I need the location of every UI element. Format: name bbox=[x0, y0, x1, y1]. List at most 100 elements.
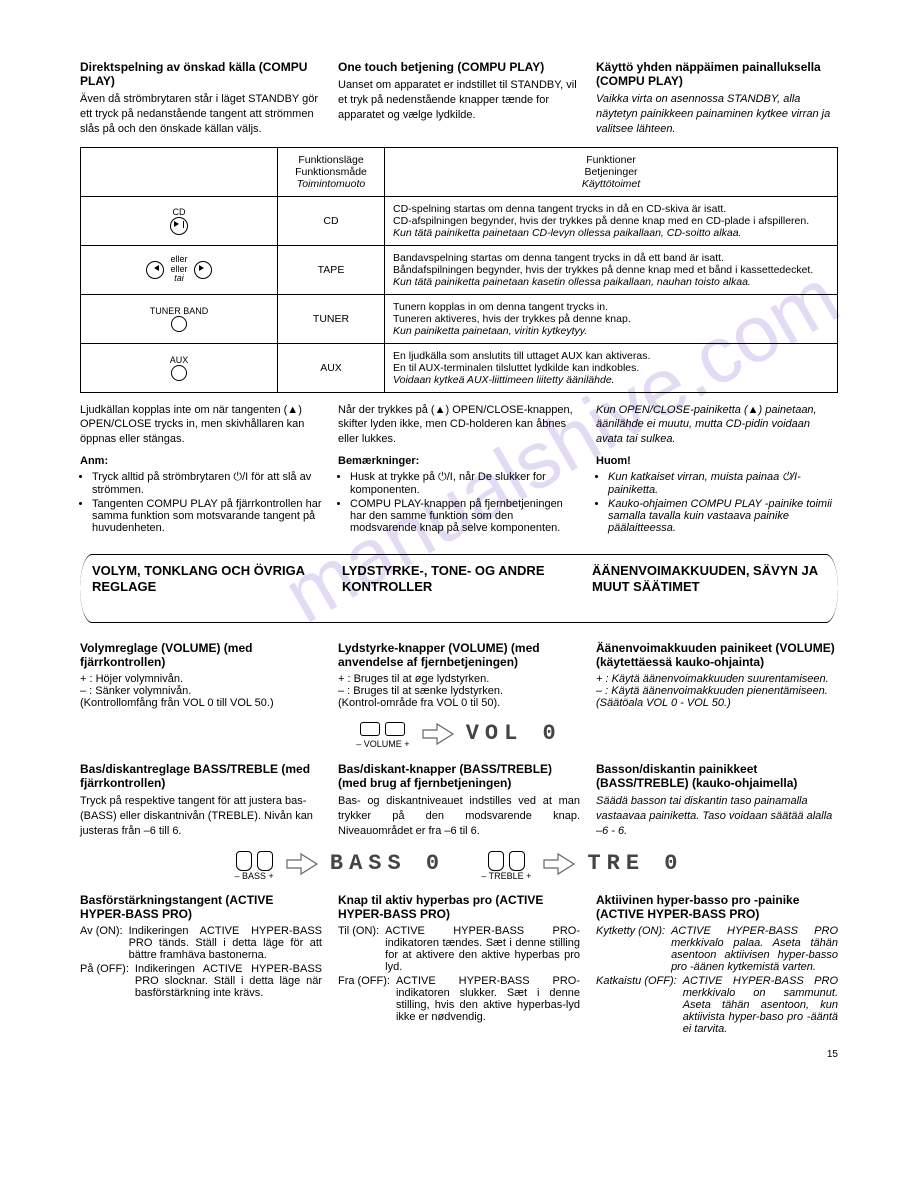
bt-sv: Bas/diskantreglage BASS/TREBLE (med fjär… bbox=[80, 762, 322, 839]
hb-fi-on-label: Kytketty (ON): bbox=[596, 925, 665, 973]
hb-da-on: ACTIVE HYPER-BASS PRO-indikatoren tændes… bbox=[385, 925, 580, 973]
th-mode-da: Funktionsmåde bbox=[286, 166, 376, 178]
hb-da-on-label: Til (ON): bbox=[338, 925, 379, 973]
hb-fi: Aktiivinen hyper-basso pro -painike (ACT… bbox=[596, 893, 838, 1035]
aux-label: AUX bbox=[89, 355, 269, 365]
basstreble-illustration: – BASS + BASS 0 – TREBLE + TRE 0 bbox=[80, 851, 838, 881]
bass-plus-icon bbox=[257, 851, 273, 871]
notes-sv-p1: Ljudkällan kopplas inte om när tangenten… bbox=[80, 403, 322, 448]
th-blank bbox=[81, 147, 278, 196]
tape-line-fi: Kun tätä painiketta painetaan kasetin ol… bbox=[393, 276, 829, 288]
notes-fi: Kun OPEN/CLOSE-painiketta (▲) painetaan,… bbox=[596, 403, 838, 537]
bt-sv-title: Bas/diskantreglage BASS/TREBLE (med fjär… bbox=[80, 762, 322, 790]
page-content: Direktspelning av önskad källa (COMPU PL… bbox=[80, 60, 838, 1060]
anm-list-sv: Tryck alltid på strömbrytaren ⏻/I för at… bbox=[80, 471, 322, 534]
tuner-desc: Tunern kopplas in om denna tangent tryck… bbox=[385, 294, 838, 343]
table-row: TUNER BAND TUNER Tunern kopplas in om de… bbox=[81, 294, 838, 343]
tape-desc: Bandavspelning startas om denna tangent … bbox=[385, 245, 838, 294]
section-head-fi: ÄÄNENVOIMAKKUUDEN, SÄVYN JA MUUT SÄÄTIME… bbox=[592, 563, 826, 596]
vol-sv-title: Volymreglage (VOLUME) (med fjärrkontroll… bbox=[80, 641, 322, 669]
bt-da-title: Bas/diskant-knapper (BASS/TREBLE) (med b… bbox=[338, 762, 580, 790]
arrow-icon bbox=[542, 851, 576, 880]
volume-columns: Volymreglage (VOLUME) (med fjärrkontroll… bbox=[80, 641, 838, 709]
cd-line-sv: CD-spelning startas om denna tangent try… bbox=[393, 203, 829, 215]
arrow-icon bbox=[421, 721, 455, 750]
aux-button-icon bbox=[171, 365, 187, 381]
th-mode-fi: Toimintomuoto bbox=[286, 178, 376, 190]
bt-sv-body: Tryck på respektive tangent för att just… bbox=[80, 794, 322, 839]
aux-mode: AUX bbox=[278, 343, 385, 392]
aux-line-sv: En ljudkälla som anslutits till uttaget … bbox=[393, 350, 829, 362]
hb-fi-off-label: Katkaistu (OFF): bbox=[596, 975, 677, 1035]
hb-sv-off: Indikeringen ACTIVE HYPER-BASS PRO slock… bbox=[135, 963, 322, 999]
hb-da-title: Knap til aktiv hyperbas pro (ACTIVE HYPE… bbox=[338, 893, 580, 921]
tuner-line-da: Tuneren aktiveres, hvis der trykkes på d… bbox=[393, 313, 829, 325]
lcd-treble: TRE 0 bbox=[587, 851, 683, 876]
bass-graphic-label: – BASS + bbox=[234, 871, 273, 881]
hb-da-off-label: Fra (OFF): bbox=[338, 975, 390, 1023]
play-pause-icon bbox=[170, 217, 188, 235]
volume-illustration: – VOLUME + VOL 0 bbox=[80, 721, 838, 751]
table-row: CD CD CD-spelning startas om denna tange… bbox=[81, 196, 838, 245]
tape-mode: TAPE bbox=[278, 245, 385, 294]
vol-fi-title: Äänenvoimakkuuden painikeet (VOLUME) (kä… bbox=[596, 641, 838, 669]
huom-title: Huom! bbox=[596, 455, 838, 467]
th-func-sv: Funktioner bbox=[393, 154, 829, 166]
list-item: Tangenten COMPU PLAY på fjärrkontrollen … bbox=[92, 498, 322, 534]
hyperbass-columns: Basförstärkningstangent (ACTIVE HYPER-BA… bbox=[80, 893, 838, 1035]
vol-da-l2: – : Bruges til at sænke lydstyrken. bbox=[338, 685, 580, 697]
intro-da-title: One touch betjening (COMPU PLAY) bbox=[338, 60, 580, 74]
table-row: AUX AUX En ljudkälla som anslutits till … bbox=[81, 343, 838, 392]
bem-list-da: Husk at trykke på ⏻/I, når De slukker fo… bbox=[338, 471, 580, 534]
cd-line-da: CD-afspilningen begynder, hvis der trykk… bbox=[393, 215, 829, 227]
vol-plus-icon bbox=[385, 722, 405, 736]
th-mode-sv: Funktionsläge bbox=[286, 154, 376, 166]
table-row: eller eller tai TAPE Bandavspelning star… bbox=[81, 245, 838, 294]
basstreble-columns: Bas/diskantreglage BASS/TREBLE (med fjär… bbox=[80, 762, 838, 839]
hb-fi-on: ACTIVE HYPER-BASS PRO merkkivalo palaa. … bbox=[671, 925, 838, 973]
notes-sv: Ljudkällan kopplas inte om när tangenten… bbox=[80, 403, 322, 537]
section-head-da: LYDSTYRKE-, TONE- OG ANDRE KONTROLLER bbox=[342, 563, 576, 596]
bt-da-body: Bas- og diskantniveauet indstilles ved a… bbox=[338, 794, 580, 839]
tape-or-fi: tai bbox=[170, 274, 187, 284]
huom-list-fi: Kun katkaiset virran, muista painaa ⏻/I-… bbox=[596, 471, 838, 534]
intro-sv-title: Direktspelning av önskad källa (COMPU PL… bbox=[80, 60, 322, 88]
vol-sv-l3: (Kontrollomfång från VOL 0 till VOL 50.) bbox=[80, 697, 322, 709]
intro-fi-title: Käyttö yhden näppäimen painalluksella (C… bbox=[596, 60, 838, 88]
vol-fi-l2: – : Käytä äänenvoimakkuuden pienentämise… bbox=[596, 685, 838, 697]
th-func: Funktioner Betjeninger Käyttötoimet bbox=[385, 147, 838, 196]
cd-mode: CD bbox=[278, 196, 385, 245]
intro-da-body: Uanset om apparatet er indstillet til ST… bbox=[338, 78, 580, 123]
th-mode: Funktionsläge Funktionsmåde Toimintomuot… bbox=[278, 147, 385, 196]
section-head-sv: VOLYM, TONKLANG OCH ÖVRIGA REGLAGE bbox=[92, 563, 326, 596]
aux-line-da: En til AUX-terminalen tilsluttet lydkild… bbox=[393, 362, 829, 374]
bt-da: Bas/diskant-knapper (BASS/TREBLE) (med b… bbox=[338, 762, 580, 839]
tre-minus-icon bbox=[488, 851, 504, 871]
tuner-line-sv: Tunern kopplas in om denna tangent tryck… bbox=[393, 301, 829, 313]
arrow-icon bbox=[285, 851, 319, 880]
bass-buttons-graphic: – BASS + bbox=[234, 851, 273, 881]
notes-da: Når der trykkes på (▲) OPEN/CLOSE-knappe… bbox=[338, 403, 580, 537]
list-item: COMPU PLAY-knappen på fjernbetjeningen h… bbox=[350, 498, 580, 534]
vol-da-l3: (Kontrol-område fra VOL 0 til 50). bbox=[338, 697, 580, 709]
anm-title: Anm: bbox=[80, 455, 322, 467]
intro-da: One touch betjening (COMPU PLAY) Uanset … bbox=[338, 60, 580, 137]
aux-desc: En ljudkälla som anslutits till uttaget … bbox=[385, 343, 838, 392]
vol-minus-icon bbox=[360, 722, 380, 736]
hb-sv-off-label: På (OFF): bbox=[80, 963, 129, 999]
intro-sv-body: Även då strömbrytaren står i läget STAND… bbox=[80, 92, 322, 137]
bass-minus-icon bbox=[236, 851, 252, 871]
cd-icon-cell: CD bbox=[81, 196, 278, 245]
tre-graphic-label: – TREBLE + bbox=[481, 871, 531, 881]
hb-sv: Basförstärkningstangent (ACTIVE HYPER-BA… bbox=[80, 893, 322, 1035]
tre-plus-icon bbox=[509, 851, 525, 871]
hb-da-off: ACTIVE HYPER-BASS PRO-indikatoren slukke… bbox=[396, 975, 580, 1023]
vol-fi: Äänenvoimakkuuden painikeet (VOLUME) (kä… bbox=[596, 641, 838, 709]
intro-fi-body: Vaikka virta on asennossa STANDBY, alla … bbox=[596, 92, 838, 137]
intro-fi: Käyttö yhden näppäimen painalluksella (C… bbox=[596, 60, 838, 137]
tape-or-labels: eller eller tai bbox=[170, 255, 187, 285]
bt-fi-title: Basson/diskantin painikkeet (BASS/TREBLE… bbox=[596, 762, 838, 790]
hb-sv-on: Indikeringen ACTIVE HYPER-BASS PRO tänds… bbox=[129, 925, 322, 961]
vol-graphic-label: – VOLUME + bbox=[356, 739, 409, 749]
cd-line-fi: Kun tätä painiketta painetaan CD-levyn o… bbox=[393, 227, 829, 239]
